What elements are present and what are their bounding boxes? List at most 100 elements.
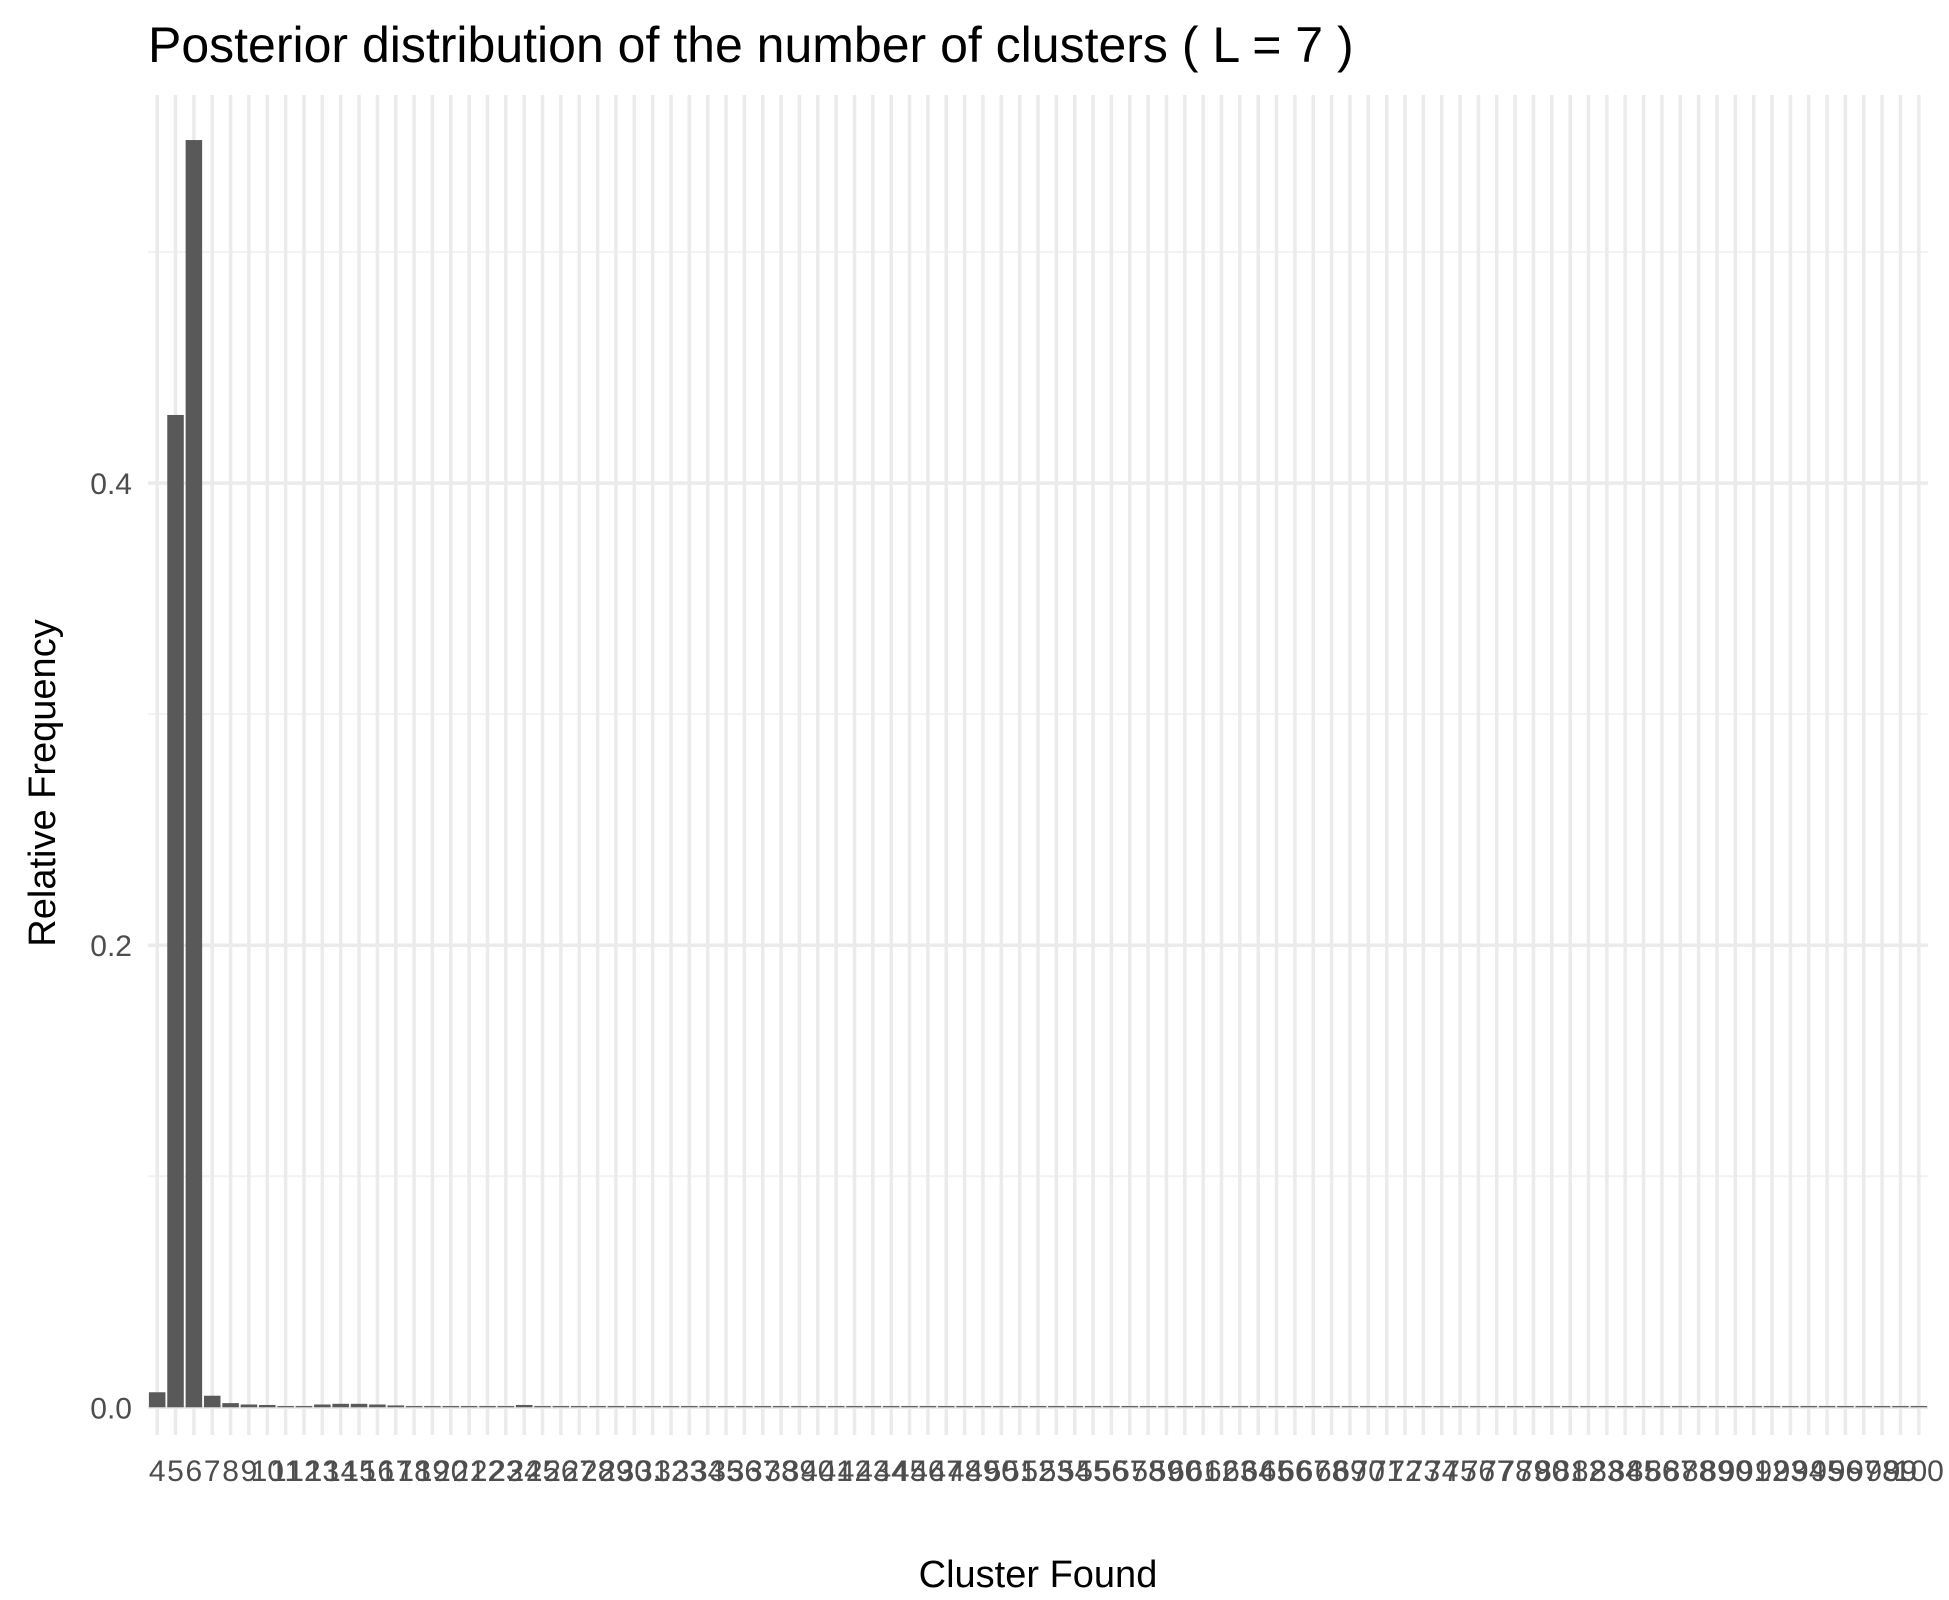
bar-87 bbox=[1672, 1406, 1689, 1408]
bar-26 bbox=[552, 1406, 570, 1408]
bar-21 bbox=[460, 1406, 478, 1408]
bar-40 bbox=[809, 1406, 827, 1408]
x-axis-title: Cluster Found bbox=[919, 1554, 1158, 1596]
x-tick-label: 30 bbox=[618, 1455, 651, 1488]
bar-43 bbox=[864, 1406, 882, 1408]
x-tick-label: 19 bbox=[416, 1455, 449, 1488]
x-tick-label: 80 bbox=[1535, 1455, 1568, 1488]
bar-62 bbox=[1213, 1406, 1230, 1408]
x-tick-label: 11 bbox=[270, 1455, 301, 1488]
bar-72 bbox=[1396, 1406, 1414, 1408]
bar-60 bbox=[1176, 1406, 1194, 1408]
bar-90 bbox=[1727, 1406, 1744, 1408]
x-tick-label: 56 bbox=[1095, 1455, 1128, 1488]
x-tick-label: 26 bbox=[544, 1455, 577, 1488]
bar-8 bbox=[222, 1403, 239, 1408]
bar-70 bbox=[1360, 1406, 1377, 1408]
x-tick-label: 87 bbox=[1664, 1455, 1697, 1488]
bar-37 bbox=[754, 1406, 771, 1408]
bar-49 bbox=[974, 1406, 992, 1408]
x-tick-label: 65 bbox=[1260, 1455, 1293, 1488]
bar-69 bbox=[1341, 1406, 1359, 1408]
x-tick-label: 43 bbox=[856, 1455, 889, 1488]
bar-4 bbox=[148, 1392, 166, 1408]
bar-48 bbox=[956, 1406, 973, 1408]
x-tick-label: 49 bbox=[966, 1455, 999, 1488]
x-tick-label: 64 bbox=[1242, 1455, 1275, 1488]
x-tick-label: 12 bbox=[287, 1455, 320, 1488]
bar-47 bbox=[937, 1406, 955, 1408]
bar-51 bbox=[1011, 1406, 1028, 1408]
bar-31 bbox=[644, 1406, 661, 1408]
x-tick-label: 85 bbox=[1627, 1455, 1660, 1488]
x-tick-label: 36 bbox=[728, 1455, 761, 1488]
y-tick-label: 0.4 bbox=[90, 468, 132, 501]
gridlines bbox=[148, 95, 1928, 1435]
bar-89 bbox=[1708, 1406, 1726, 1408]
x-tick-label: 86 bbox=[1645, 1455, 1678, 1488]
x-tick-label: 40 bbox=[801, 1455, 834, 1488]
bar-34 bbox=[699, 1406, 716, 1408]
x-tick-label: 62 bbox=[1205, 1455, 1238, 1488]
y-tick-label: 0.0 bbox=[90, 1392, 132, 1425]
bar-19 bbox=[424, 1406, 441, 1408]
y-axis-title: Relative Frequency bbox=[22, 619, 64, 946]
bar-35 bbox=[717, 1406, 735, 1408]
x-tick-label: 22 bbox=[471, 1455, 504, 1488]
bar-6 bbox=[185, 140, 203, 1408]
bar-73 bbox=[1415, 1406, 1432, 1408]
x-tick-label: 88 bbox=[1682, 1455, 1715, 1488]
bar-39 bbox=[791, 1406, 808, 1408]
x-tick-label: 96 bbox=[1829, 1455, 1862, 1488]
x-tick-label: 69 bbox=[1333, 1455, 1366, 1488]
x-tick-label: 52 bbox=[1021, 1455, 1054, 1488]
x-tick-label: 21 bbox=[452, 1455, 485, 1488]
x-tick-label: 92 bbox=[1755, 1455, 1788, 1488]
bar-27 bbox=[570, 1406, 588, 1408]
x-tick-label: 89 bbox=[1700, 1455, 1733, 1488]
x-tick-label: 38 bbox=[764, 1455, 797, 1488]
x-tick-label: 59 bbox=[1150, 1455, 1183, 1488]
bar-67 bbox=[1305, 1406, 1322, 1408]
bar-82 bbox=[1580, 1406, 1597, 1408]
bar-59 bbox=[1158, 1406, 1175, 1408]
x-tick-label: 72 bbox=[1388, 1455, 1421, 1488]
x-tick-label: 9 bbox=[241, 1455, 258, 1488]
bar-29 bbox=[607, 1406, 625, 1408]
bar-61 bbox=[1194, 1406, 1212, 1408]
bar-79 bbox=[1525, 1406, 1542, 1408]
x-tick-label: 16 bbox=[361, 1455, 394, 1488]
x-tick-label: 48 bbox=[948, 1455, 981, 1488]
bar-30 bbox=[626, 1406, 643, 1408]
bar-75 bbox=[1451, 1406, 1469, 1408]
x-tick-label: 53 bbox=[1040, 1455, 1073, 1488]
x-tick-label: 5 bbox=[167, 1455, 184, 1488]
bar-12 bbox=[295, 1406, 313, 1408]
x-tick-label: 28 bbox=[581, 1455, 614, 1488]
bar-15 bbox=[350, 1403, 368, 1408]
bar-7 bbox=[203, 1395, 221, 1408]
x-tick-label: 13 bbox=[306, 1455, 339, 1488]
bar-83 bbox=[1598, 1406, 1616, 1408]
x-tick-label: 55 bbox=[1076, 1455, 1109, 1488]
chart-title: Posterior distribution of the number of … bbox=[148, 17, 1354, 73]
x-tick-label: 95 bbox=[1810, 1455, 1843, 1488]
x-tick-label: 93 bbox=[1774, 1455, 1807, 1488]
x-tick-label: 58 bbox=[1131, 1455, 1164, 1488]
bar-42 bbox=[846, 1406, 863, 1408]
x-tick-label: 70 bbox=[1352, 1455, 1385, 1488]
bar-24 bbox=[515, 1404, 533, 1408]
bar-98 bbox=[1873, 1406, 1891, 1408]
bar-22 bbox=[479, 1406, 496, 1408]
bar-9 bbox=[240, 1404, 258, 1408]
x-tick-label: 82 bbox=[1572, 1455, 1605, 1488]
bar-58 bbox=[1139, 1406, 1157, 1408]
x-tick-label: 6 bbox=[186, 1455, 203, 1488]
bar-74 bbox=[1433, 1406, 1450, 1408]
x-tick-label: 4 bbox=[149, 1455, 166, 1488]
x-tick-label: 57 bbox=[1113, 1455, 1146, 1488]
x-tick-label: 97 bbox=[1847, 1455, 1880, 1488]
bar-99 bbox=[1892, 1406, 1909, 1408]
bar-88 bbox=[1690, 1406, 1707, 1408]
